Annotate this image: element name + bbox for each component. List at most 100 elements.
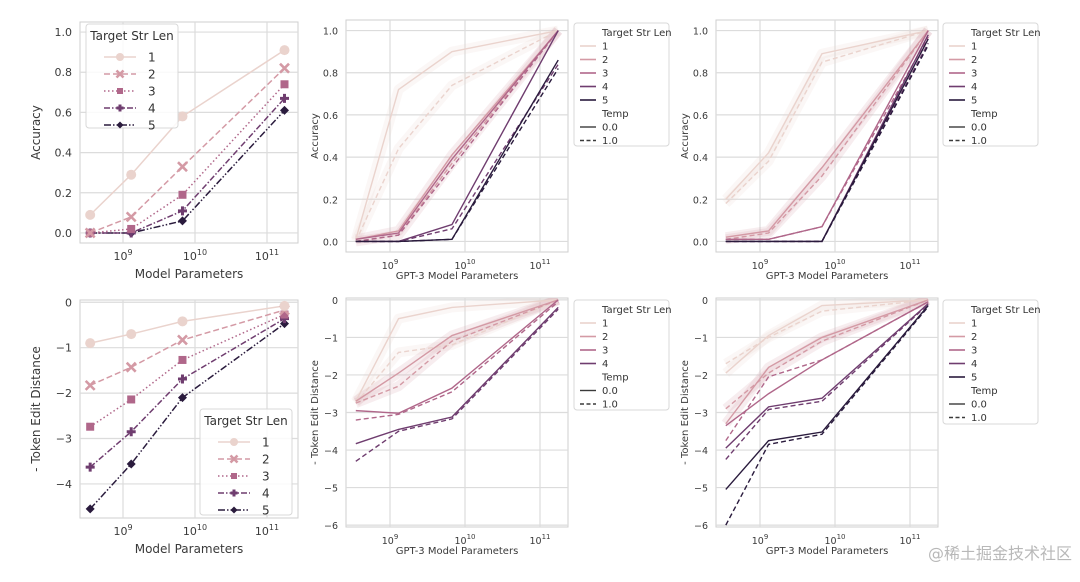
legend-marker	[115, 69, 125, 79]
data-point-len1	[279, 45, 290, 56]
chart-top-right: 0.0 0.2 0.4 0.6 0.8 1.0 109 1010 1011 GPT-3 Model…	[680, 19, 1041, 282]
y-tick-label: −5	[694, 484, 708, 495]
y-tick-label: 0	[702, 296, 708, 307]
y-tick-label: 0.4	[55, 147, 73, 160]
y-tick-label: −6	[694, 521, 708, 532]
legend: Target Str Len 1 2 3 4 5 Temp 0.0 1.0	[942, 22, 1041, 147]
x-tick-label: 109	[752, 258, 769, 272]
data-point-len3	[127, 395, 136, 404]
legend-label: 5	[971, 96, 977, 107]
series-line-len2-temp1_0	[725, 30, 929, 241]
legend-label: 4	[602, 82, 608, 93]
x-tick-label: 1011	[529, 533, 550, 547]
series-line-3	[89, 313, 285, 428]
x-axis-label: Model Parameters	[135, 542, 244, 556]
legend-label: 1.0	[971, 413, 987, 424]
data-point-len5	[177, 393, 187, 403]
legend-label: 0.0	[971, 400, 987, 411]
y-tick-label: 0.4	[323, 153, 338, 164]
x-tick-label: 109	[752, 533, 769, 547]
series-line-len2-temp1_0	[355, 30, 559, 243]
y-tick-label: 0.4	[693, 153, 708, 164]
series-line-len5-temp1_0	[725, 306, 929, 526]
series-group	[351, 298, 561, 462]
legend-label: 1	[602, 42, 608, 53]
data-point-len2	[125, 361, 137, 373]
chart-bottom-right: −6 −5 −4 −3 −2 −1 0 109 1010 1011 GPT-3 Model Para…	[680, 296, 1041, 557]
x-tick-label: 1010	[824, 258, 845, 272]
data-point-len1	[85, 338, 96, 349]
legend-label: 1	[148, 51, 156, 65]
y-tick-label: 0.8	[55, 66, 73, 79]
data-point-len5	[85, 504, 95, 514]
x-tick-label: 1011	[255, 523, 279, 538]
data-point-len5	[279, 105, 289, 115]
series-line-len3-temp0_0	[725, 30, 929, 241]
data-point-len1	[279, 300, 290, 311]
y-tick-label: −4	[324, 446, 338, 457]
x-axis-label: GPT-3 Model Parameters	[396, 271, 519, 282]
y-tick-label: −3	[694, 409, 708, 420]
series-line-len4-temp0_0	[355, 306, 559, 445]
y-tick-label: −4	[56, 478, 72, 491]
data-point-len1	[85, 209, 96, 220]
legend-label: 4	[971, 82, 977, 93]
data-point-len5	[126, 459, 136, 469]
x-tick-label: 109	[113, 248, 132, 263]
series-line-len2-temp0_0	[725, 299, 929, 425]
x-tick-label: 1010	[183, 523, 207, 538]
y-tick-label: 0	[65, 296, 72, 309]
legend-label: 5	[262, 504, 270, 518]
legend-box	[942, 299, 1039, 425]
y-tick-label: 1.0	[323, 27, 338, 38]
x-tick-label: 109	[113, 523, 132, 538]
series-line-len5-temp0_0	[355, 59, 559, 243]
data-point-len2	[177, 334, 188, 346]
data-point-len2	[279, 62, 290, 74]
y-tick-label: −3	[324, 409, 338, 420]
series-group	[84, 45, 290, 239]
watermark: @稀土掘金技术社区	[928, 544, 1072, 563]
series-line-len1-temp1_0	[355, 29, 559, 242]
data-point-len4	[177, 206, 187, 216]
data-point-len3	[178, 190, 187, 199]
series-line-2	[89, 67, 286, 234]
series-line-len1-temp0_0	[725, 299, 929, 374]
series-line-len2-temp0_0	[355, 30, 559, 241]
legend-label: 1	[602, 319, 608, 330]
y-tick-label: 0.2	[693, 195, 708, 206]
legend-marker	[117, 88, 123, 94]
data-point-len1	[126, 169, 137, 180]
data-point-len3	[280, 80, 289, 89]
legend-label: 1	[971, 319, 977, 330]
legend-marker	[229, 454, 239, 464]
legend-label: 3	[602, 69, 608, 80]
x-axis-label: GPT-3 Model Parameters	[396, 546, 519, 557]
legend-label: 2	[971, 55, 977, 66]
y-tick-label: 0.0	[693, 237, 708, 248]
y-tick-label: 0.0	[55, 227, 73, 240]
series-line-5	[89, 323, 285, 510]
x-tick-label: 1010	[454, 258, 475, 272]
legend-label: 2	[602, 332, 608, 343]
x-axis-label: GPT-3 Model Parameters	[766, 271, 889, 282]
series-line-len2-temp1_0	[725, 299, 929, 410]
legend-label: 2	[148, 68, 156, 82]
y-tick-label: −1	[324, 333, 338, 344]
legend-box	[199, 408, 293, 516]
y-axis-label: - Token Edit Distance	[29, 346, 43, 472]
legend-label: 0.0	[971, 123, 987, 134]
x-tick-label: 1011	[255, 248, 279, 263]
y-axis-label: - Token Edit Distance	[310, 360, 321, 465]
legend-box	[942, 22, 1039, 147]
series-line-len3-temp1_0	[355, 301, 559, 421]
series-line-1	[90, 305, 285, 344]
series-line-len4-temp1_0	[355, 63, 559, 243]
legend-label: 1	[971, 42, 977, 53]
x-tick-label: 1011	[899, 533, 920, 547]
legend-marker	[231, 473, 237, 479]
data-point-len3	[127, 224, 136, 233]
series-line-4	[90, 97, 286, 234]
legend-label: 0.0	[602, 123, 618, 134]
